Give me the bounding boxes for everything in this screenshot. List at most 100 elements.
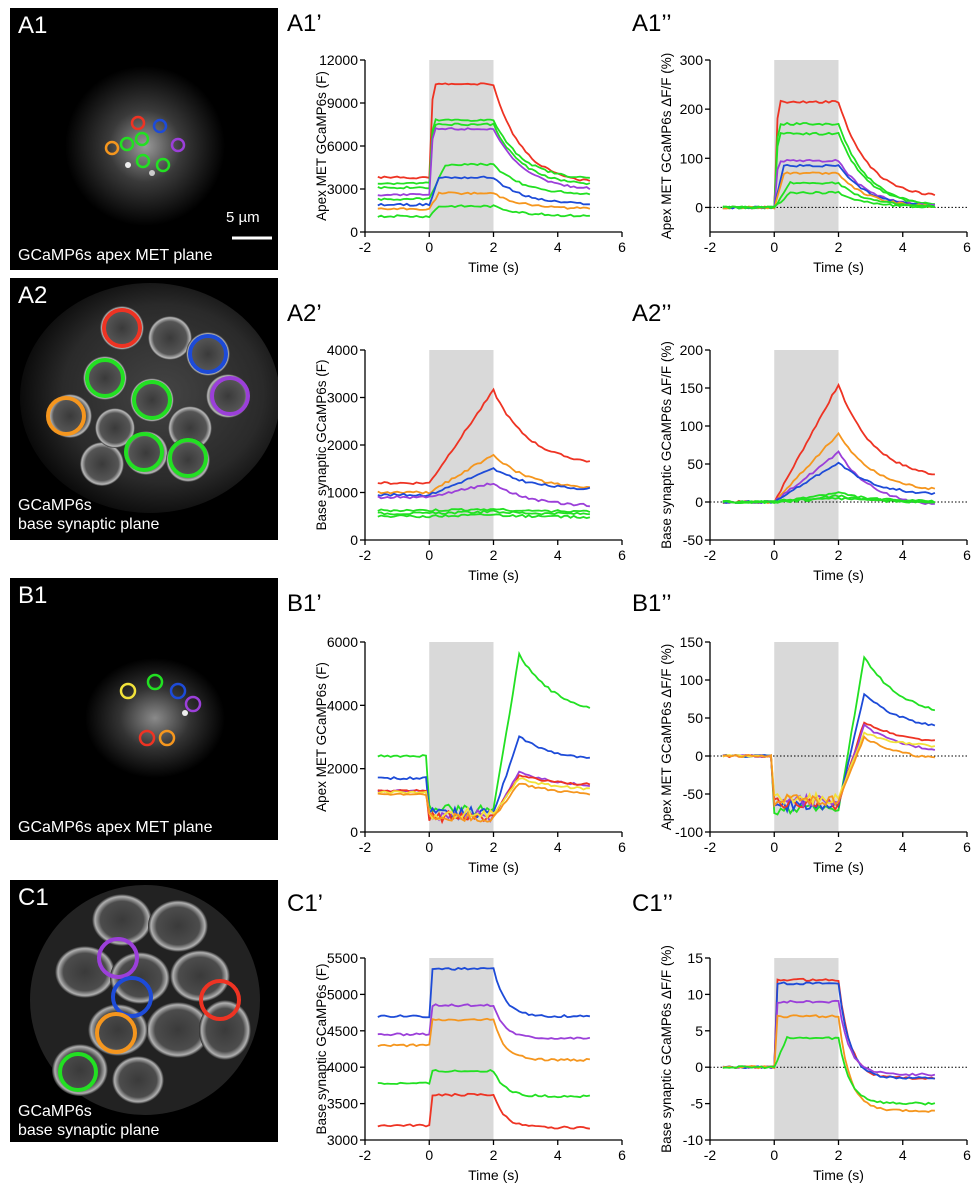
y-tick-label: 100 — [680, 150, 704, 166]
x-tick-label: 0 — [770, 1147, 778, 1163]
series-line-red — [377, 82, 591, 182]
y-tick-label: 1000 — [327, 485, 358, 501]
image-C1-caption: GCaMP6s base synaptic plane — [18, 1102, 159, 1140]
image-A1-caption: GCaMP6s apex MET plane — [18, 246, 212, 265]
series-line-green — [377, 204, 590, 219]
y-tick-label: 6000 — [327, 634, 358, 650]
roi-green — [135, 153, 151, 169]
roi-yellow — [119, 682, 137, 700]
x-tick-label: -2 — [359, 839, 372, 855]
y-tick-label: -50 — [683, 532, 703, 548]
y-axis-label: Apex MET GCaMP6s ΔF/F (%) — [659, 53, 674, 240]
y-tick-label: 200 — [680, 101, 704, 117]
x-axis-label: Time (s) — [468, 567, 519, 583]
x-tick-label: 6 — [618, 239, 626, 255]
y-tick-label: 5 — [695, 1023, 703, 1039]
a1-cluster-glow — [65, 66, 225, 226]
y-tick-label: 4500 — [327, 1023, 358, 1039]
x-axis-label: Time (s) — [813, 567, 864, 583]
roi-purple — [184, 695, 202, 713]
series-line-green — [377, 509, 590, 516]
y-tick-label: 0 — [350, 824, 358, 840]
series-line-orange — [377, 1017, 591, 1062]
roi-red — [138, 729, 156, 747]
y-tick-label: 15 — [687, 950, 703, 966]
image-A1-canvas — [65, 66, 272, 240]
y-axis-label: Apex MET GCaMP6s (F) — [314, 71, 329, 221]
image-A2-label: A2 — [18, 282, 48, 309]
y-tick-label: -100 — [675, 824, 703, 840]
series-line-orange — [722, 1014, 935, 1113]
image-C1: C1 GCaMP6s base synaptic plane — [10, 880, 278, 1142]
series-line-orange — [377, 453, 590, 495]
caption-line: GCaMP6s apex MET plane — [18, 819, 213, 836]
chart-A2pp: -50 0 50 100 150 200 -2 0 2 4 6 Time (s) Base synapt… — [659, 341, 971, 583]
series-line-yellow — [377, 777, 590, 821]
image-A2-canvas — [20, 283, 278, 513]
x-tick-label: 4 — [554, 239, 562, 255]
series-line-green — [377, 513, 591, 520]
x-tick-label: -2 — [359, 1147, 372, 1163]
roi-orange — [46, 396, 86, 436]
roi-red — [102, 308, 142, 348]
image-C1-canvas — [30, 885, 260, 1115]
series-line-green — [377, 118, 590, 186]
caption-line: GCaMP6s — [18, 1103, 92, 1120]
x-tick-label: 0 — [425, 239, 433, 255]
stimulus-period — [429, 958, 494, 1140]
panel-label-C1p: C1’ — [287, 890, 324, 917]
series-line-green — [377, 162, 591, 201]
x-tick-label: 4 — [899, 839, 907, 855]
y-tick-label: 0 — [695, 748, 703, 764]
x-tick-label: 6 — [963, 839, 971, 855]
y-tick-label: 4000 — [327, 697, 358, 713]
roi-green — [132, 380, 172, 420]
x-tick-label: 2 — [835, 547, 843, 563]
y-tick-label: 3500 — [327, 1096, 358, 1112]
caption-line: GCaMP6s — [18, 497, 92, 514]
roi-green — [58, 1052, 98, 1092]
image-B1-canvas — [85, 658, 225, 778]
roi-green — [134, 131, 150, 147]
x-tick-label: 0 — [425, 1147, 433, 1163]
x-tick-label: 6 — [963, 239, 971, 255]
image-A2: A2 GCaMP6s base synaptic plane — [10, 278, 278, 540]
a1-bright-spot — [125, 162, 131, 168]
image-B1-caption: GCaMP6s apex MET plane — [18, 818, 212, 837]
chart-B1pp: -100 -50 0 50 100 150 -2 0 2 4 6 Time (s) Apex MET G… — [659, 634, 971, 875]
x-axis-label: Time (s) — [468, 259, 519, 275]
series-line-blue — [377, 175, 590, 207]
y-tick-label: 100 — [680, 418, 704, 434]
x-tick-label: -2 — [359, 547, 372, 563]
caption-line: GCaMP6s apex MET plane — [18, 247, 213, 264]
a1-bright-spot — [149, 170, 155, 176]
y-tick-label: 2000 — [327, 761, 358, 777]
x-tick-label: 0 — [770, 547, 778, 563]
x-axis-label: Time (s) — [468, 859, 519, 875]
y-tick-label: 100 — [680, 672, 704, 688]
y-tick-label: 2000 — [327, 437, 358, 453]
x-tick-label: -2 — [704, 839, 717, 855]
x-tick-label: 6 — [963, 547, 971, 563]
x-tick-label: 4 — [899, 547, 907, 563]
x-tick-label: 6 — [618, 1147, 626, 1163]
series-line-blue — [377, 966, 591, 1019]
roi-green — [85, 358, 125, 398]
y-tick-label: 0 — [695, 1059, 703, 1075]
roi-green — [155, 157, 171, 173]
stimulus-period — [774, 958, 839, 1140]
chart-A1pp: 0 100 200 300 -2 0 2 4 6 Time (s) Apex MET GCaMP6s… — [659, 52, 971, 275]
y-tick-label: 50 — [687, 456, 703, 472]
x-tick-label: 2 — [490, 839, 498, 855]
chart-C1pp: -10 -5 0 5 10 15 -2 0 2 4 6 Time (s) Base synaptic G… — [659, 945, 971, 1183]
series-line-green — [722, 190, 935, 210]
y-tick-label: 3000 — [327, 181, 358, 197]
image-A1-label: A1 — [18, 12, 48, 39]
y-tick-label: 200 — [680, 342, 704, 358]
roi-blue — [188, 334, 228, 374]
x-tick-label: 2 — [490, 547, 498, 563]
x-tick-label: -2 — [704, 547, 717, 563]
series-line-orange — [722, 735, 936, 808]
roi-orange — [158, 729, 176, 747]
